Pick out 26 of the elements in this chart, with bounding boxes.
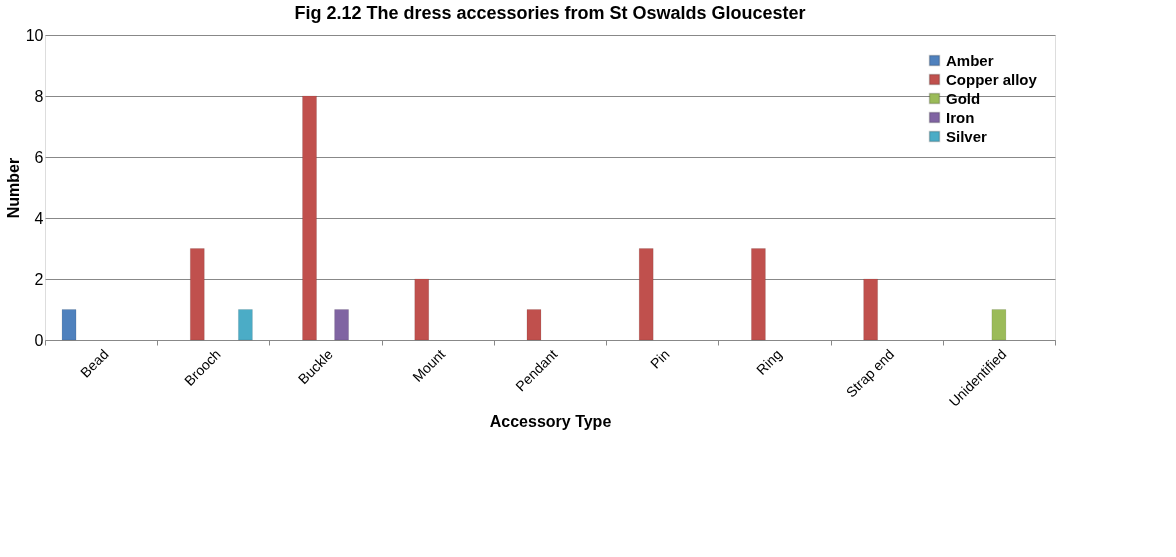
chart-title: Fig 2.12 The dress accessories from St Oswalds Gloucester bbox=[294, 3, 806, 23]
bar bbox=[863, 278, 878, 341]
bar bbox=[414, 278, 429, 341]
bar bbox=[751, 248, 766, 341]
legend-label: Iron bbox=[946, 108, 975, 126]
bar bbox=[334, 309, 349, 341]
legend-label: Copper alloy bbox=[946, 70, 1038, 88]
y-axis-title: Number bbox=[4, 157, 22, 219]
legend-label: Amber bbox=[946, 51, 994, 69]
y-tick-label: 2 bbox=[34, 270, 44, 288]
y-tick-label: 6 bbox=[34, 148, 44, 166]
bar bbox=[61, 309, 77, 341]
bar bbox=[526, 309, 542, 341]
y-tick-label: 0 bbox=[34, 331, 44, 349]
bar bbox=[991, 309, 1007, 341]
y-tick-label: 4 bbox=[34, 209, 44, 227]
legend-label: Silver bbox=[946, 127, 988, 145]
bar bbox=[238, 309, 253, 341]
bar bbox=[190, 248, 205, 341]
y-tick-label: 8 bbox=[34, 87, 44, 105]
x-tick-label: Pin bbox=[647, 346, 673, 372]
bar bbox=[638, 248, 654, 341]
legend-label: Gold bbox=[946, 89, 981, 107]
x-axis-title: Accessory Type bbox=[489, 412, 612, 430]
y-tick-label: 10 bbox=[25, 26, 44, 44]
bar bbox=[302, 95, 317, 341]
